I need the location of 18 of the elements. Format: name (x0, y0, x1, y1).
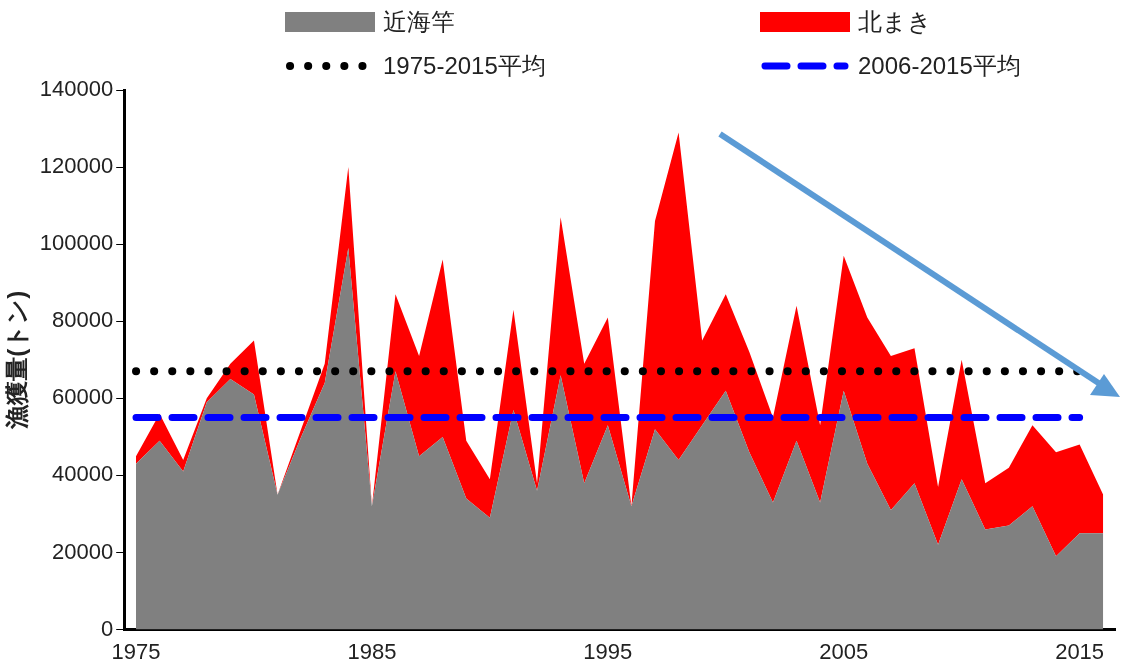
y-tick-label: 100000 (39, 230, 114, 256)
y-tick-label: 120000 (39, 153, 114, 179)
legend-label: 北まき (858, 7, 932, 37)
x-tick-label: 2015 (1055, 638, 1105, 664)
legend-label: 1975-2015平均 (383, 51, 546, 81)
y-axis-title: 漁獲量(トン) (3, 290, 31, 430)
legend-label: 2006-2015平均 (858, 51, 1021, 81)
legend-label: 近海竿 (383, 7, 455, 37)
y-tick-label: 140000 (39, 76, 114, 102)
x-tick-label: 1985 (347, 638, 397, 664)
y-tick-label: 60000 (52, 384, 114, 410)
x-tick-label: 1975 (111, 638, 161, 664)
y-tick-label: 40000 (52, 461, 114, 487)
x-tick-label: 2005 (819, 638, 869, 664)
y-tick-label: 80000 (52, 307, 114, 333)
x-tick-label: 1995 (583, 638, 633, 664)
y-tick-label: 0 (100, 615, 114, 641)
y-tick-label: 20000 (52, 538, 114, 564)
